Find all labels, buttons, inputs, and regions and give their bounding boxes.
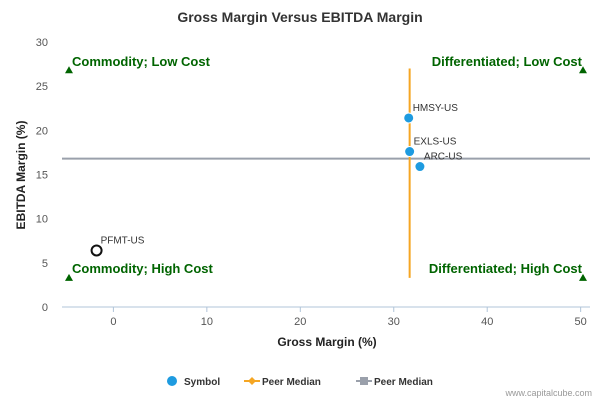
quadrant-label: Commodity; High Cost <box>72 261 213 276</box>
legend: Symbol Peer Median Peer Median <box>167 376 433 388</box>
x-tick-label: 50 <box>575 316 587 328</box>
legend-label: Peer Median <box>262 377 321 388</box>
legend-peer-median-y-marker <box>360 377 368 385</box>
quadrant-label: Differentiated; Low Cost <box>432 54 583 69</box>
x-axis-label: Gross Margin (%) <box>277 335 376 349</box>
data-point <box>403 112 415 124</box>
watermark: www.capitalcube.com <box>504 388 592 398</box>
y-tick-label: 30 <box>36 37 48 49</box>
data-point <box>90 244 103 257</box>
data-point <box>414 161 426 173</box>
quadrant-marker <box>65 66 73 74</box>
x-tick-label: 10 <box>201 316 213 328</box>
quadrant-label: Differentiated; High Cost <box>429 261 583 276</box>
x-tick-label: 0 <box>110 316 116 328</box>
data-point <box>404 146 416 158</box>
x-tick-label: 30 <box>388 316 400 328</box>
y-tick-label: 25 <box>36 81 48 93</box>
y-tick-label: 15 <box>36 170 48 182</box>
legend-label: Symbol <box>184 377 220 388</box>
legend-peer-median-x-marker <box>248 377 256 385</box>
y-tick-label: 0 <box>42 302 48 314</box>
quadrant-label: Commodity; Low Cost <box>72 54 211 69</box>
x-tick-label: 40 <box>481 316 493 328</box>
plot-area: 0 10 20 30 40 50 0 5 10 15 20 25 30 Commodity; Low Co… <box>36 37 590 328</box>
data-point-label: ARC-US <box>424 152 463 163</box>
y-tick-label: 20 <box>36 125 48 137</box>
data-point-label: PFMT-US <box>101 235 145 246</box>
quadrant-marker <box>579 66 587 74</box>
data-point-label: HMSY-US <box>413 103 459 114</box>
data-point-label: EXLS-US <box>414 137 457 148</box>
legend-symbol-marker <box>167 376 177 386</box>
chart-title: Gross Margin Versus EBITDA Margin <box>177 9 422 25</box>
quadrant-marker <box>65 273 73 281</box>
x-tick-label: 20 <box>294 316 306 328</box>
legend-label: Peer Median <box>374 377 433 388</box>
y-tick-label: 10 <box>36 214 48 226</box>
y-axis-label: EBITDA Margin (%) <box>14 121 28 230</box>
quadrant-marker <box>579 273 587 281</box>
y-tick-label: 5 <box>42 258 48 270</box>
